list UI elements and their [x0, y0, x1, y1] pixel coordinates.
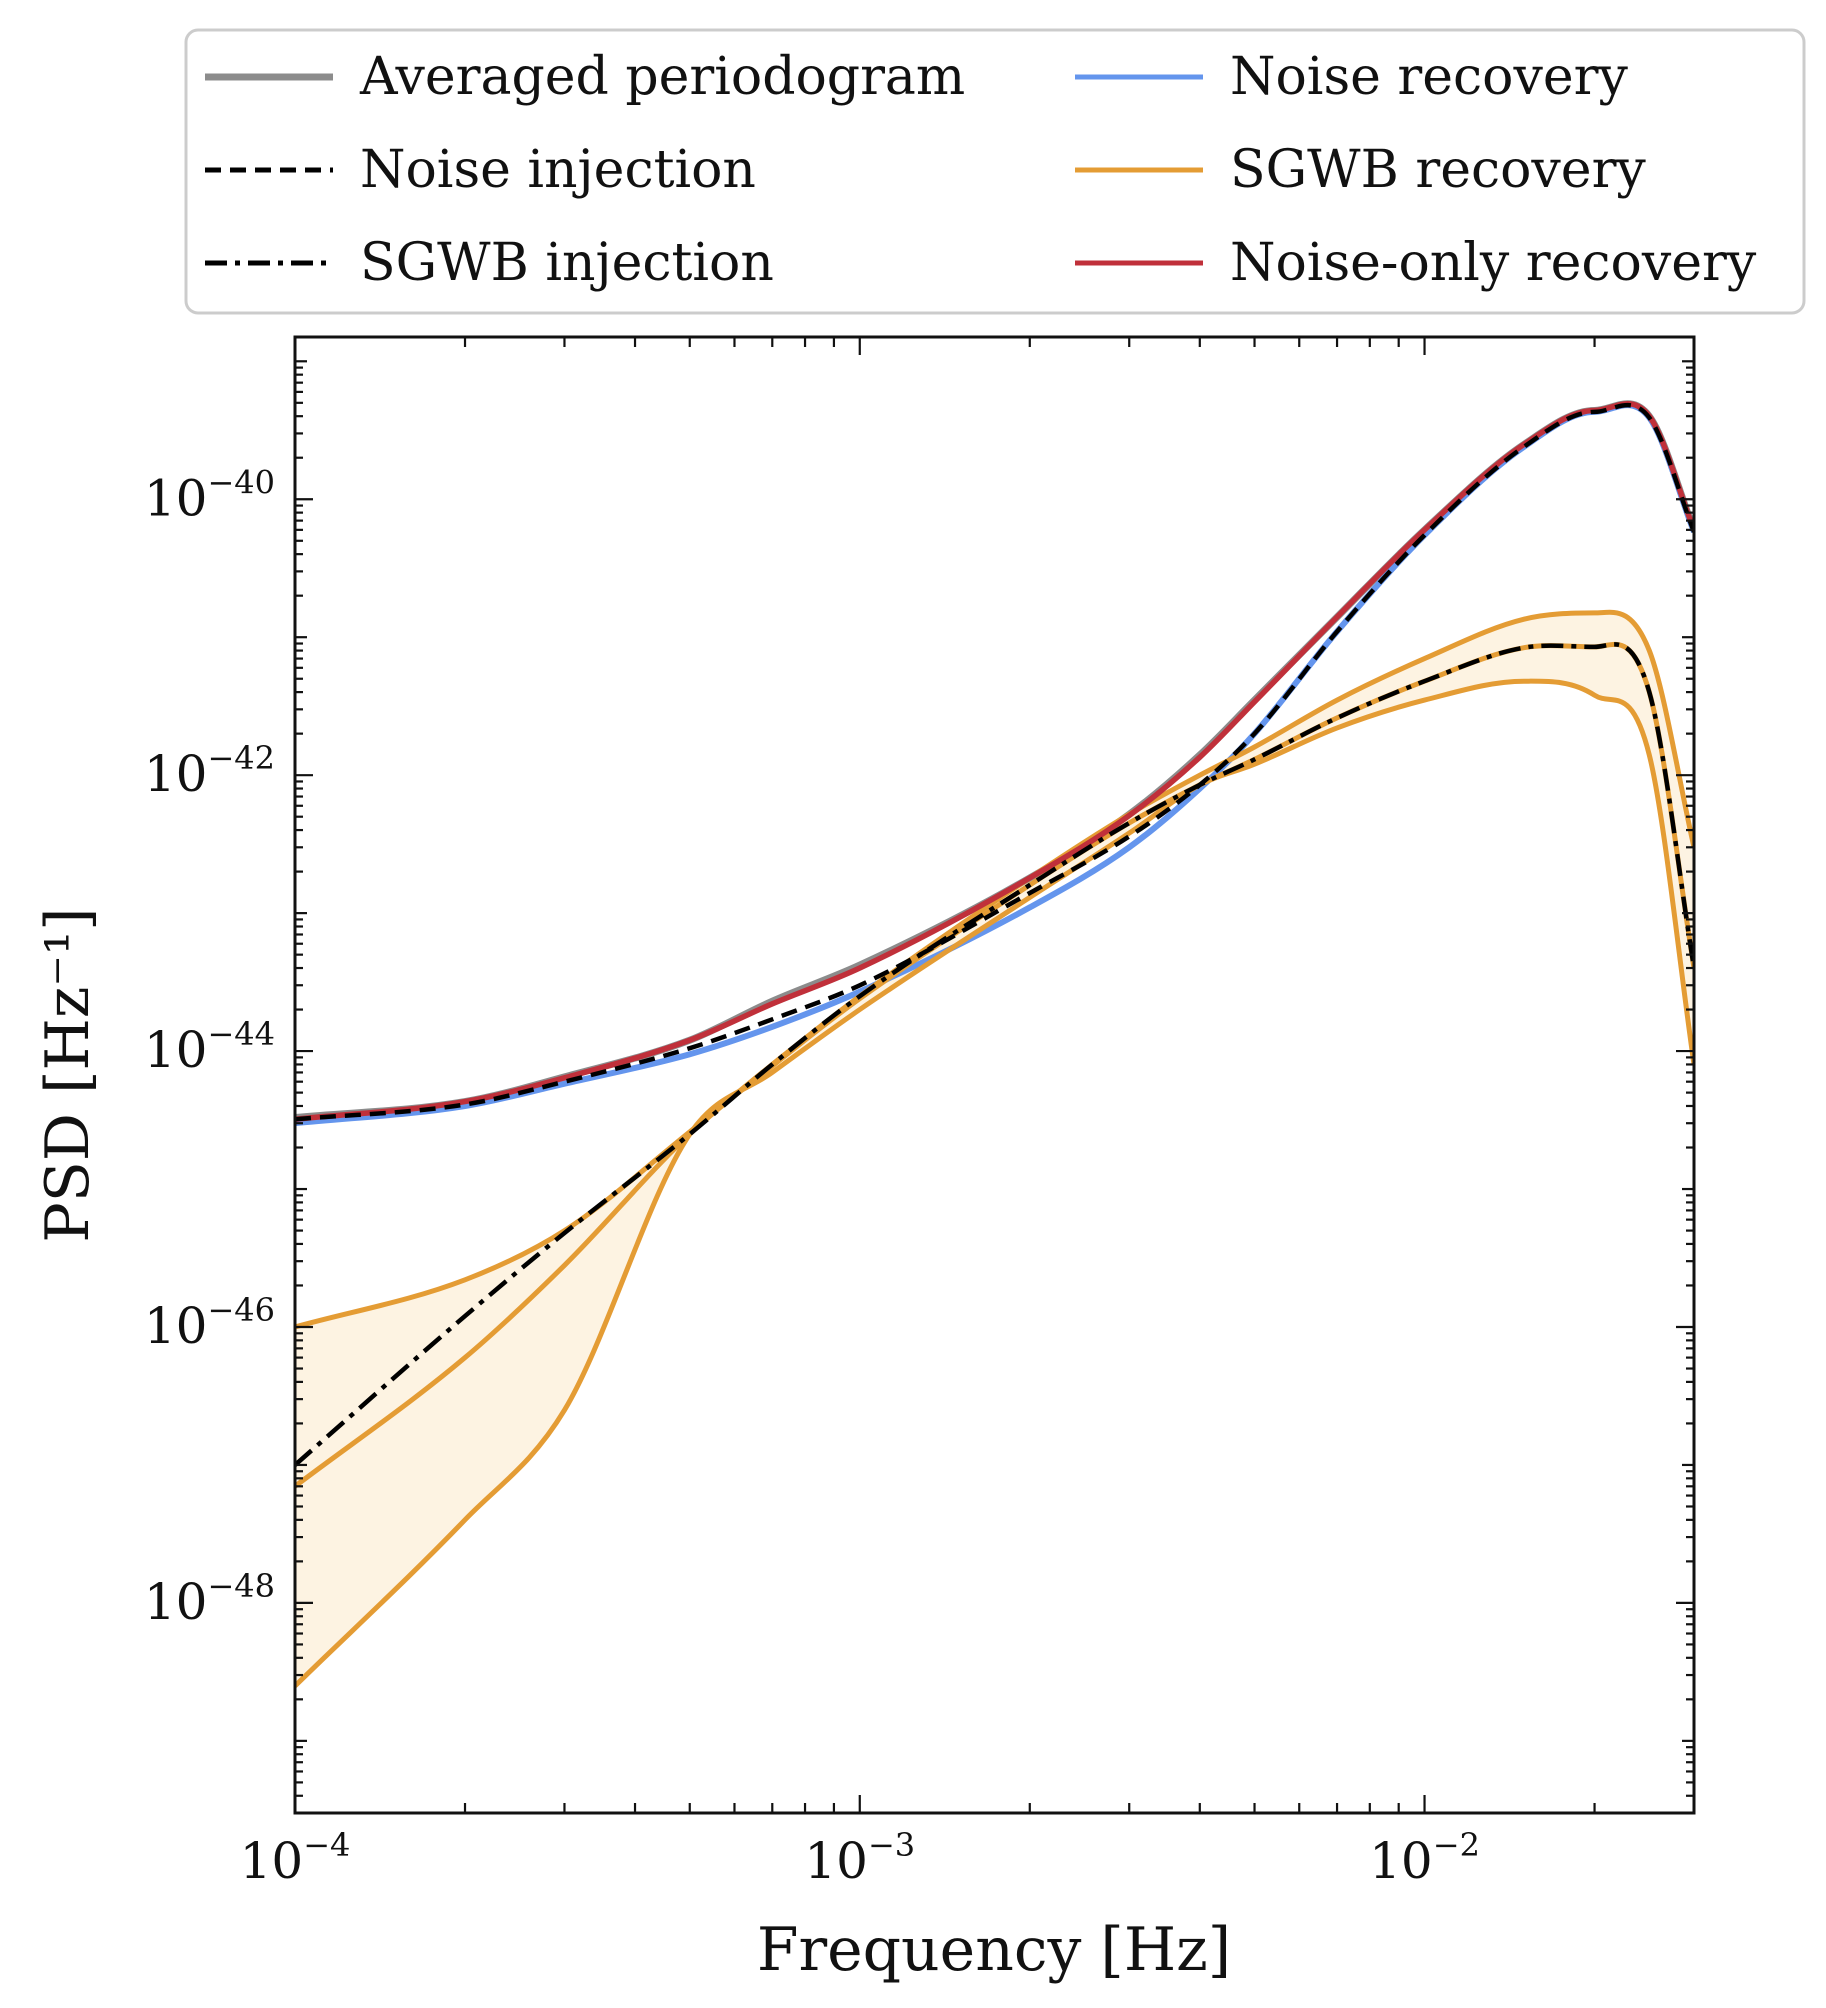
- legend: Averaged periodogram Noise injection SGWB …: [184, 28, 1806, 315]
- legend-items: Averaged periodogram Noise injection SGWB …: [205, 47, 1757, 293]
- x-tick-label-exponent: −2: [1433, 1826, 1480, 1864]
- y-tick-label-base: 10: [144, 1297, 208, 1355]
- sgwb-recovery-lower-line: [295, 678, 1694, 1688]
- legend-label-noise-recovery: Noise recovery: [1230, 47, 1628, 107]
- x-tick-label-base: 10: [1369, 1832, 1433, 1890]
- legend-label-sgwb-injection: SGWB injection: [360, 233, 774, 293]
- y-tick-label: 10−42: [144, 739, 275, 803]
- x-axis-title: Frequency [Hz]: [757, 1915, 1231, 1985]
- y-tick-label-base: 10: [144, 1021, 208, 1079]
- y-axis-title: PSD [Hz⁻¹]: [33, 907, 103, 1242]
- y-tick-label: 10−44: [144, 1015, 275, 1079]
- legend-label-averaged-periodogram: Averaged periodogram: [359, 47, 965, 107]
- y-tick-label-exponent: −48: [207, 1567, 275, 1605]
- noise-injection-line: [295, 403, 1694, 1122]
- legend-label-noise-injection: Noise injection: [360, 140, 756, 200]
- x-tick-label-exponent: −3: [868, 1826, 915, 1864]
- x-tick-label-exponent: −4: [303, 1826, 350, 1864]
- plot-frame: [293, 335, 1696, 1815]
- y-tick-label-exponent: −40: [207, 463, 275, 501]
- y-tick-label-base: 10: [144, 745, 208, 803]
- y-tick-label-exponent: −44: [207, 1015, 275, 1053]
- y-tick-label-base: 10: [144, 1573, 208, 1631]
- series-layer: [295, 400, 1694, 1688]
- y-tick-label: 10−46: [144, 1291, 275, 1355]
- sgwb-injection-line: [295, 642, 1694, 1467]
- legend-frame: [184, 28, 1806, 315]
- x-tick-label: 10−4: [240, 1826, 351, 1890]
- x-tick-label-base: 10: [240, 1832, 304, 1890]
- y-tick-label-exponent: −46: [207, 1291, 275, 1329]
- y-tick-label-exponent: −42: [207, 739, 275, 777]
- x-tick-label: 10−2: [1369, 1826, 1480, 1890]
- y-tick-label: 10−40: [144, 463, 275, 527]
- legend-label-sgwb-recovery: SGWB recovery: [1230, 140, 1646, 200]
- y-tick-label: 10−48: [144, 1567, 275, 1631]
- x-tick-label-base: 10: [804, 1832, 868, 1890]
- x-tick-label: 10−3: [804, 1826, 915, 1890]
- y-tick-label-base: 10: [144, 469, 208, 527]
- legend-label-noise-only-recovery: Noise-only recovery: [1230, 233, 1757, 293]
